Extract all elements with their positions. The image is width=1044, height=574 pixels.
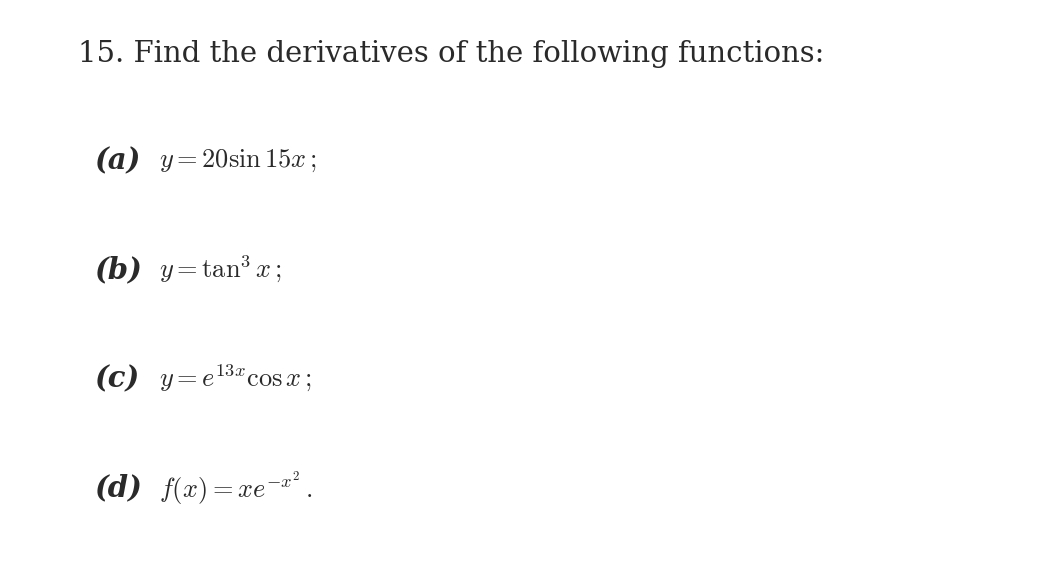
Text: 15. Find the derivatives of the following functions:: 15. Find the derivatives of the followin… <box>78 40 825 68</box>
Text: (b): (b) <box>94 255 142 284</box>
Text: (c): (c) <box>94 364 139 393</box>
Text: $y = \tan^3 x\,;$: $y = \tan^3 x\,;$ <box>159 254 282 285</box>
Text: (d): (d) <box>94 474 142 502</box>
Text: $y = 20\sin 15x\,;$: $y = 20\sin 15x\,;$ <box>159 148 316 174</box>
Text: (a): (a) <box>94 146 140 175</box>
Text: $f(x) = xe^{-x^2}\,.$: $f(x) = xe^{-x^2}\,.$ <box>159 469 312 507</box>
Text: $y = e^{13x}\cos x\,;$: $y = e^{13x}\cos x\,;$ <box>159 363 311 394</box>
